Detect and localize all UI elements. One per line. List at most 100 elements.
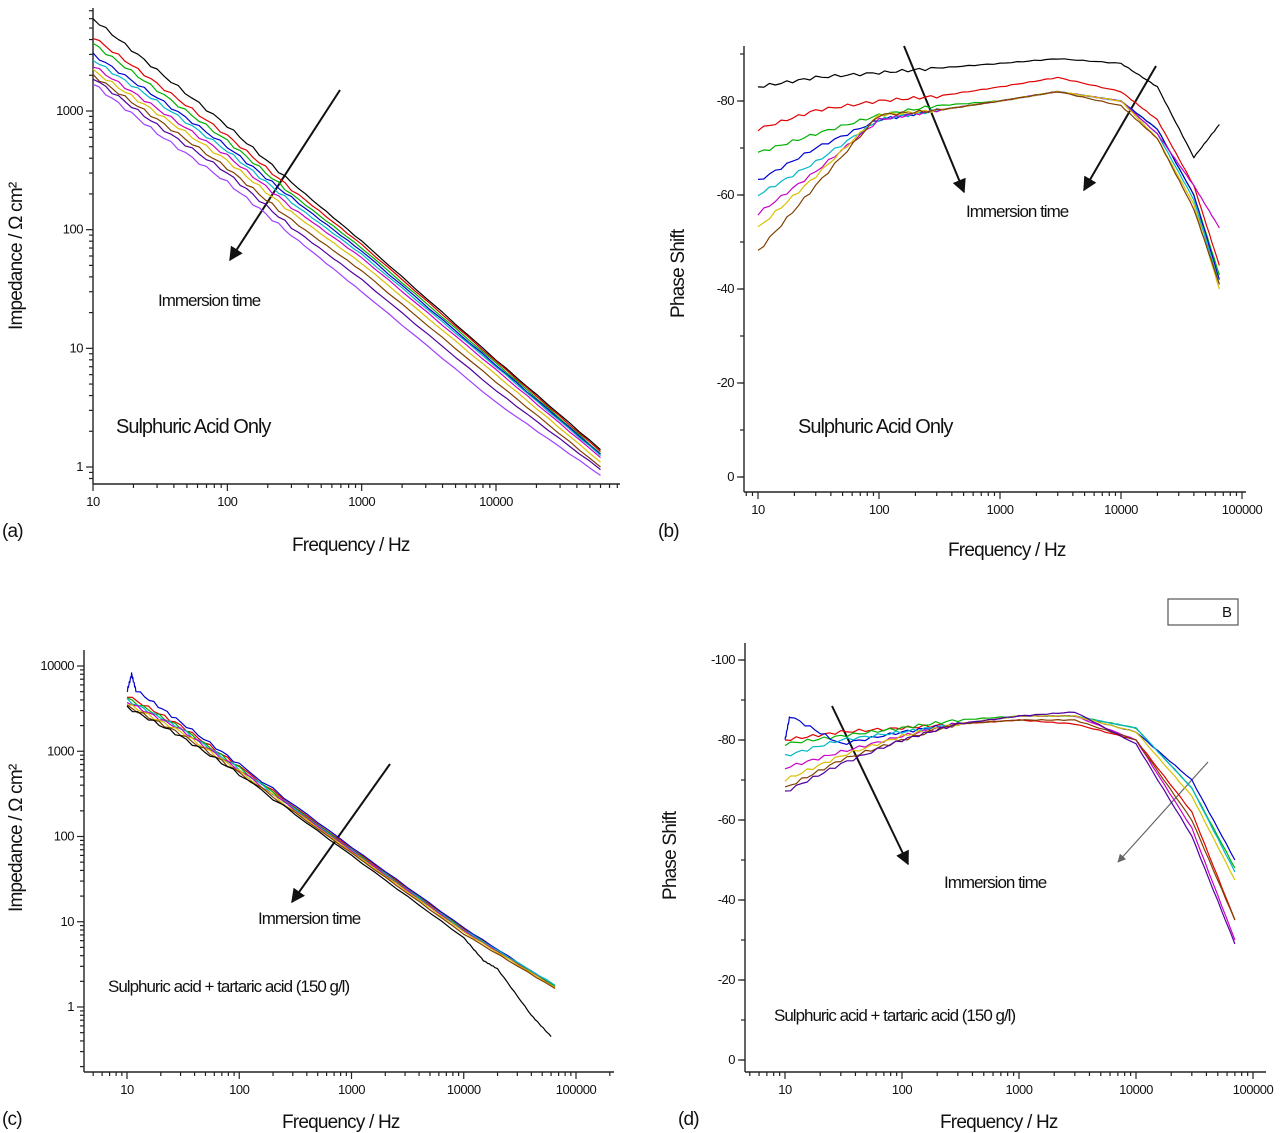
chart-d-series-4 — [784, 714, 1236, 873]
chart-d-ytick-label: -60 — [718, 812, 736, 827]
chart-d-xtick-label: 100 — [892, 1082, 912, 1097]
chart-c: 10 100 1000 10000 100000 1 10 100 1000 10000 — [40, 650, 614, 1097]
chart-b-xtick-label: 10000 — [1104, 502, 1138, 517]
chart-a-xtick-label: 10 — [86, 494, 100, 509]
panel-c-condition: Sulphuric acid + tartaric acid (150 g/l) — [108, 977, 349, 996]
chart-a-xtick-label: 1000 — [348, 494, 375, 509]
chart-c-series-6 — [126, 704, 556, 988]
chart-d-xtick-label: 10 — [778, 1082, 792, 1097]
panel-a-label: (a) — [2, 521, 23, 542]
chart-b-series-2 — [757, 76, 1220, 266]
panel-a-condition: Sulphuric Acid Only — [116, 416, 271, 438]
chart-b-series-7 — [757, 90, 1220, 290]
chart-b-xtick-label: 100000 — [1222, 502, 1263, 517]
chart-a-series-2 — [92, 38, 601, 452]
chart-c-series-8 — [126, 705, 552, 1037]
chart-b-series-5 — [757, 91, 1220, 285]
panel-d-arrow-right — [1117, 761, 1209, 863]
panel-c-ylabel: Impedance / Ω cm² — [6, 764, 27, 912]
panel-b-condition: Sulphuric Acid Only — [798, 416, 953, 438]
chart-d-xtick-label: 10000 — [1119, 1082, 1153, 1097]
chart-c-xtick-label: 10000 — [447, 1082, 481, 1097]
chart-a-ytick-label: 100 — [63, 222, 83, 237]
panel-c-annotation: Immersion time — [258, 909, 361, 928]
chart-c-ytick-label: 1000 — [47, 743, 74, 758]
chart-b-ytick-label: -60 — [717, 187, 735, 202]
chart-b-series-8 — [757, 91, 1220, 285]
chart-a-series-4 — [92, 52, 601, 455]
chart-b-ytick-label: -80 — [717, 93, 735, 108]
chart-c-xtick-label: 100000 — [556, 1082, 597, 1097]
chart-d-series-8 — [784, 711, 1236, 945]
panel-c-label: (c) — [2, 1109, 22, 1130]
panel-c-xlabel: Frequency / Hz — [282, 1112, 400, 1133]
chart-a-series-10 — [92, 83, 601, 476]
chart-d-ytick-label: -40 — [718, 892, 736, 907]
chart-d-series-1 — [784, 719, 1236, 921]
panel-d-label: (d) — [678, 1109, 699, 1130]
chart-b-xtick-label: 1000 — [987, 502, 1014, 517]
panel-d-xlabel: Frequency / Hz — [940, 1112, 1058, 1133]
panel-b-arrow-right — [1083, 65, 1157, 192]
chart-a-series-9 — [92, 78, 601, 471]
chart-a-series-6 — [92, 66, 601, 459]
chart-c-xtick-label: 100 — [229, 1082, 249, 1097]
chart-a-series-3 — [92, 42, 601, 454]
chart-a-series-7 — [92, 68, 601, 463]
panel-b-annotation: Immersion time — [966, 202, 1069, 221]
chart-a-xtick-label: 100 — [217, 494, 237, 509]
chart-b-ytick-label: 0 — [727, 469, 734, 484]
chart-a: 10 100 1000 10000 1 10 100 1000 — [56, 8, 620, 509]
panel-d-arrow-left — [831, 705, 909, 866]
chart-d-series-2 — [784, 714, 1236, 869]
chart-c-series-1 — [126, 672, 556, 987]
chart-c-ytick-label: 1 — [67, 999, 74, 1014]
chart-a-ytick-label: 1000 — [56, 103, 83, 118]
chart-b-series-1 — [757, 58, 1220, 159]
chart-d-ytick-label: 0 — [728, 1052, 735, 1067]
panel-d: (d) Frequency / Hz Phase Shift Immersion… — [660, 705, 1209, 1133]
chart-c-series-7 — [126, 704, 556, 990]
chart-a-ytick-label: 10 — [70, 340, 84, 355]
legend-box: B — [1167, 598, 1239, 626]
chart-c-xtick-label: 1000 — [338, 1082, 365, 1097]
panel-b-xlabel: Frequency / Hz — [948, 540, 1066, 561]
panel-b-arrow-left — [903, 45, 966, 194]
chart-c-ytick-label: 10 — [61, 914, 75, 929]
chart-d-ytick-label: -80 — [718, 732, 736, 747]
panel-c-arrow — [291, 763, 391, 904]
chart-b-series-4 — [757, 91, 1220, 280]
chart-b-xtick-label: 10 — [751, 502, 765, 517]
chart-d-ytick-label: -100 — [711, 652, 735, 667]
chart-a-ytick-label: 1 — [76, 459, 83, 474]
chart-b-ytick-label: -20 — [717, 375, 735, 390]
chart-c-ytick-label: 10000 — [40, 658, 74, 673]
panel-d-ylabel: Phase Shift — [660, 810, 681, 900]
panel-a-arrow — [229, 89, 341, 262]
panel-a: (a) Frequency / Hz Impedance / Ω cm² Imm… — [2, 89, 411, 556]
chart-a-series-8 — [92, 73, 601, 468]
chart-d: 10 100 1000 10000 100000 0 -20 -40 -60 -80 -100 — [711, 643, 1274, 1097]
panel-a-annotation: Immersion time — [158, 291, 261, 310]
chart-d-series-7 — [784, 718, 1236, 921]
chart-a-xtick-label: 10000 — [479, 494, 513, 509]
chart-c-series-4 — [126, 697, 556, 986]
chart-c-xtick-label: 10 — [120, 1082, 134, 1097]
chart-d-ytick-label: -20 — [718, 972, 736, 987]
panel-a-ylabel: Impedance / Ω cm² — [6, 182, 27, 330]
chart-a-series-1 — [92, 18, 601, 451]
panel-b: (b) Frequency / Hz Phase Shift Immersion… — [658, 45, 1157, 561]
panel-d-condition: Sulphuric acid + tartaric acid (150 g/l) — [774, 1006, 1015, 1025]
chart-d-xtick-label: 1000 — [1006, 1082, 1033, 1097]
chart-d-xtick-label: 100000 — [1233, 1082, 1274, 1097]
chart-b: 10 100 1000 10000 100000 0 -20 -40 -60 -80 — [717, 46, 1263, 517]
chart-a-series-5 — [92, 60, 601, 456]
chart-d-series-5 — [784, 714, 1236, 941]
chart-b-series-3 — [757, 90, 1220, 276]
panel-c: (c) Frequency / Hz Impedance / Ω cm² Imm… — [2, 763, 401, 1133]
legend-box-label: B — [1222, 604, 1232, 621]
panel-b-label: (b) — [658, 521, 679, 542]
panel-a-xlabel: Frequency / Hz — [292, 535, 410, 556]
panel-b-ylabel: Phase Shift — [668, 228, 689, 318]
